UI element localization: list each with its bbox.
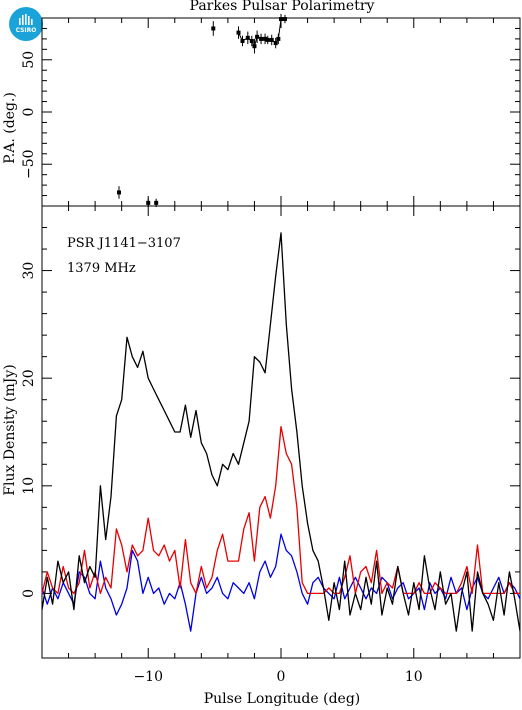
pa-point xyxy=(245,35,250,40)
pa-point xyxy=(273,41,278,46)
chart-title: Parkes Pulsar Polarimetry xyxy=(190,0,375,14)
pa-point xyxy=(282,17,287,22)
frequency-annotation: 1379 MHz xyxy=(67,261,136,276)
pa-point xyxy=(240,38,245,43)
pa-point xyxy=(279,17,283,22)
flux-xtick-label: 10 xyxy=(405,669,423,685)
pa-point xyxy=(255,34,260,39)
pa-point xyxy=(269,37,274,42)
pa-panel: −50 0 50 xyxy=(21,13,521,208)
pa-axis-label: P.A. (deg.) xyxy=(2,92,18,164)
flux-series-total xyxy=(41,232,521,632)
flux-xtick-label: 0 xyxy=(277,669,286,685)
flux-axis-label: Flux Density (mJy) xyxy=(2,364,18,495)
pa-point xyxy=(276,36,281,41)
pa-ytick-label: −50 xyxy=(21,149,37,179)
flux-xtick-label: −10 xyxy=(133,669,163,685)
pulsar-name-annotation: PSR J1141−3107 xyxy=(67,236,181,251)
logo-mark-icon xyxy=(19,14,33,25)
pa-point xyxy=(249,38,254,43)
flux-series-circular xyxy=(41,533,521,632)
pa-point xyxy=(259,36,264,41)
pa-point xyxy=(236,30,241,35)
pa-ytick-label: 50 xyxy=(21,51,37,69)
flux-panel: −10 0 10 0 10 20 30 xyxy=(21,205,521,685)
pa-point xyxy=(263,36,268,41)
flux-ytick-label: 20 xyxy=(21,369,37,387)
csiro-logo: CSIRO xyxy=(9,7,43,41)
flux-ytick-label: 0 xyxy=(21,589,37,598)
pa-point xyxy=(117,190,122,195)
pa-point xyxy=(154,200,159,205)
pa-point xyxy=(146,200,151,205)
pa-frame xyxy=(41,17,521,207)
flux-ytick-label: 30 xyxy=(21,262,37,280)
logo-text: CSIRO xyxy=(15,27,37,34)
flux-ytick-label: 10 xyxy=(21,477,37,495)
pa-point xyxy=(211,26,216,31)
pa-point xyxy=(265,37,270,42)
flux-series-linear xyxy=(41,425,520,595)
x-axis-label: Pulse Longitude (deg) xyxy=(204,691,361,707)
pa-point xyxy=(252,44,257,49)
pa-ytick-label: 0 xyxy=(21,108,37,117)
